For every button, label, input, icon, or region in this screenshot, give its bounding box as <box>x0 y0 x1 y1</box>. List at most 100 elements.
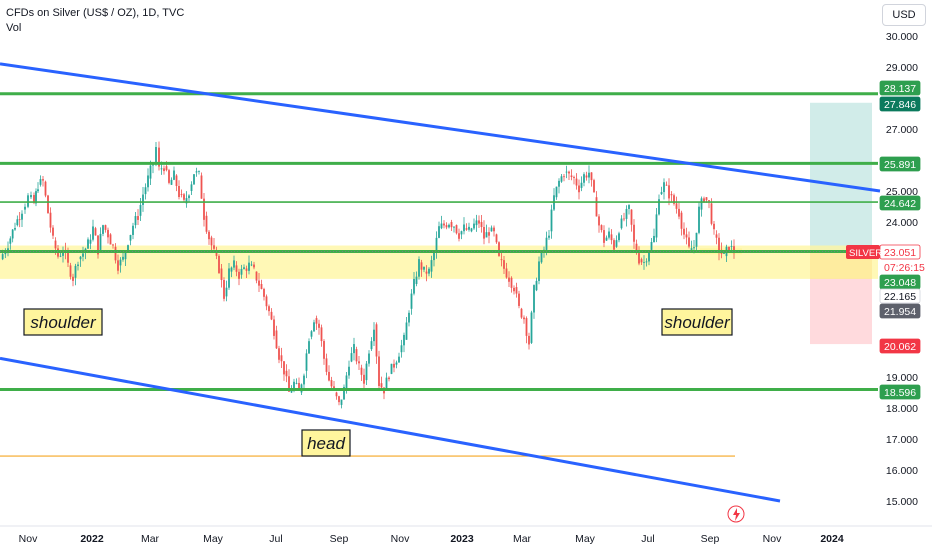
candle-body <box>428 268 430 274</box>
candle-body <box>27 195 29 207</box>
price-tag-text: 24.642 <box>884 198 916 210</box>
candle-body <box>408 312 410 323</box>
candle-body <box>335 392 338 397</box>
price-tag: 18.596 <box>879 384 921 400</box>
candle-body <box>42 179 44 181</box>
candle-body <box>290 389 293 393</box>
candle-body <box>238 271 240 279</box>
candle-body <box>59 255 62 257</box>
candle-body <box>240 268 243 275</box>
candle-body <box>710 203 713 224</box>
candle-body <box>16 219 19 226</box>
price-tags-layer: 28.137 27.846 25.891 24.642 23.051 07:26:15 23… <box>846 80 925 400</box>
candle-body <box>423 266 425 270</box>
candle-body <box>675 203 678 209</box>
price-tag-bg <box>879 288 921 304</box>
price-tag-bg <box>879 195 921 211</box>
candle-body <box>228 268 230 288</box>
candle-body <box>655 214 658 238</box>
annotation-label[interactable]: shoulder <box>23 308 103 336</box>
candle-body <box>545 237 548 250</box>
candle-body <box>430 260 433 272</box>
candle-body <box>1 254 4 260</box>
price-tag-text: 25.891 <box>884 159 916 171</box>
candle-body <box>538 261 540 281</box>
candle-body <box>400 345 403 353</box>
y-tick-label: 18.000 <box>886 403 918 415</box>
candle-body <box>658 199 660 215</box>
candle-body <box>573 176 575 178</box>
candle-body <box>580 182 583 188</box>
candle-body <box>733 246 735 254</box>
candle-body <box>325 358 328 372</box>
candle-body <box>500 259 503 261</box>
candle-body <box>510 277 513 288</box>
candle-body <box>593 180 595 193</box>
candle-body <box>318 323 320 328</box>
candle-body <box>355 349 358 362</box>
y-axis: 30.000 29.000 27.000 25.000 24.000 19.000 18.0… <box>886 31 918 508</box>
candle-body <box>87 239 89 249</box>
candle-body <box>67 252 69 263</box>
candle-body <box>650 242 653 250</box>
x-tick-label: Sep <box>701 533 720 545</box>
annotation-text: shoulder <box>664 313 731 332</box>
candle-body <box>9 238 12 244</box>
candle-body <box>370 341 373 350</box>
candle-body <box>18 219 21 221</box>
candles-layer <box>1 141 735 409</box>
candle-body <box>129 234 132 241</box>
candle-body <box>715 234 718 238</box>
lines-layer <box>0 62 881 503</box>
candle-body <box>258 280 260 286</box>
candle-body <box>393 363 395 368</box>
candle-body <box>530 312 533 343</box>
candle-body <box>473 223 475 229</box>
candle-body <box>643 262 645 263</box>
candle-body <box>680 212 683 229</box>
candle-body <box>515 287 518 294</box>
price-tag: 25.891 <box>879 156 921 172</box>
candle-body <box>498 242 500 256</box>
flash-icon[interactable] <box>727 505 745 523</box>
candle-body <box>518 293 520 306</box>
candle-body <box>638 253 640 264</box>
price-tag-bg <box>879 80 921 96</box>
candle-body <box>483 227 485 239</box>
candle-body <box>263 288 265 297</box>
annotation-box <box>301 429 351 457</box>
candle-body <box>92 226 94 240</box>
candle-body <box>158 147 160 167</box>
candle-body <box>21 213 23 220</box>
y-tick-label: 16.000 <box>886 465 918 477</box>
candle-body <box>278 348 280 360</box>
candle-body <box>270 311 273 320</box>
candle-body <box>403 334 405 346</box>
x-tick-label: May <box>203 533 224 545</box>
annotation-label[interactable]: head <box>301 429 351 457</box>
candle-body <box>688 237 690 247</box>
annotation-label[interactable]: shoulder <box>661 308 733 336</box>
candle-body <box>615 240 618 247</box>
candle-body <box>588 172 590 178</box>
candle-body <box>7 248 9 252</box>
candle-body <box>273 319 275 336</box>
currency-button[interactable]: USD <box>882 4 926 26</box>
candle-body <box>415 276 418 284</box>
candle-body <box>365 363 368 381</box>
candle-body <box>160 168 163 170</box>
candle-body <box>124 251 127 260</box>
candle-body <box>678 208 680 217</box>
candle-body <box>665 184 668 186</box>
candle-body <box>660 192 663 195</box>
price-tag: 20.062 <box>879 338 921 354</box>
candle-body <box>190 184 193 191</box>
candle-body <box>668 185 670 199</box>
candle-body <box>114 246 117 261</box>
x-tick-label: Jul <box>269 533 282 545</box>
candle-body <box>44 181 47 196</box>
x-tick-label: Sep <box>330 533 349 545</box>
candle-body <box>728 246 730 252</box>
candle-body <box>363 374 365 384</box>
